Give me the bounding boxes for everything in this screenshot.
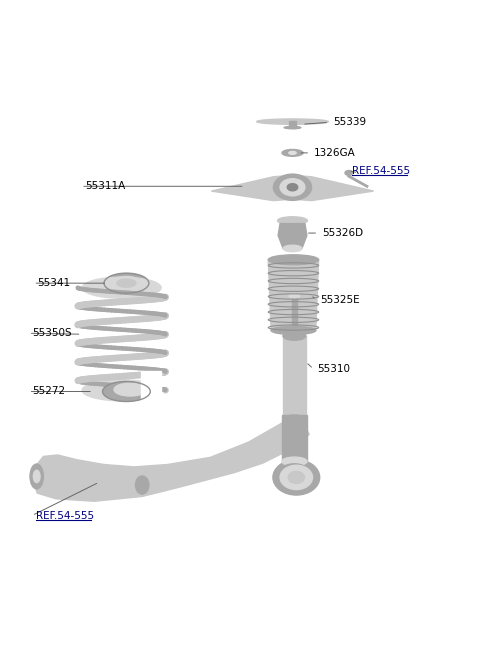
Bar (282, 415, 307, 461)
Ellipse shape (289, 294, 300, 298)
Ellipse shape (268, 255, 319, 265)
Ellipse shape (257, 119, 328, 124)
Ellipse shape (283, 245, 302, 252)
Ellipse shape (287, 184, 298, 191)
Bar (288, 121, 296, 127)
Bar (283, 336, 306, 419)
Text: 55325E: 55325E (320, 295, 360, 305)
Ellipse shape (277, 217, 307, 225)
Ellipse shape (135, 476, 149, 494)
Polygon shape (278, 223, 307, 248)
Text: 55272: 55272 (33, 386, 66, 396)
Ellipse shape (284, 127, 301, 129)
Ellipse shape (274, 174, 312, 200)
Ellipse shape (271, 327, 316, 334)
Ellipse shape (280, 465, 312, 489)
Polygon shape (292, 175, 373, 200)
Ellipse shape (282, 150, 303, 156)
Ellipse shape (280, 179, 305, 196)
Ellipse shape (34, 470, 40, 483)
Text: 55341: 55341 (37, 278, 70, 288)
Text: REF.54-555: REF.54-555 (352, 166, 410, 175)
Polygon shape (141, 371, 161, 411)
Text: 55350S: 55350S (33, 328, 72, 338)
Bar (292, 296, 297, 338)
Ellipse shape (345, 171, 353, 175)
Polygon shape (268, 260, 319, 330)
Ellipse shape (114, 383, 146, 396)
Text: 1326GA: 1326GA (314, 148, 356, 158)
Ellipse shape (82, 380, 161, 401)
Ellipse shape (283, 332, 306, 340)
Text: 55326D: 55326D (322, 228, 363, 238)
Ellipse shape (117, 279, 136, 287)
Polygon shape (211, 175, 292, 200)
Text: REF.54-555: REF.54-555 (36, 510, 94, 520)
Text: 55311A: 55311A (85, 181, 125, 191)
Ellipse shape (288, 469, 301, 477)
Ellipse shape (288, 472, 304, 484)
Ellipse shape (279, 464, 310, 482)
Ellipse shape (283, 415, 306, 424)
Ellipse shape (30, 464, 43, 489)
Polygon shape (34, 419, 309, 501)
Ellipse shape (273, 460, 320, 495)
Text: 55339: 55339 (333, 118, 366, 127)
Ellipse shape (111, 277, 142, 290)
Ellipse shape (289, 151, 296, 154)
Ellipse shape (105, 273, 148, 293)
Ellipse shape (282, 457, 307, 466)
Ellipse shape (82, 277, 161, 298)
Ellipse shape (103, 382, 150, 401)
Text: 55310: 55310 (317, 364, 350, 374)
